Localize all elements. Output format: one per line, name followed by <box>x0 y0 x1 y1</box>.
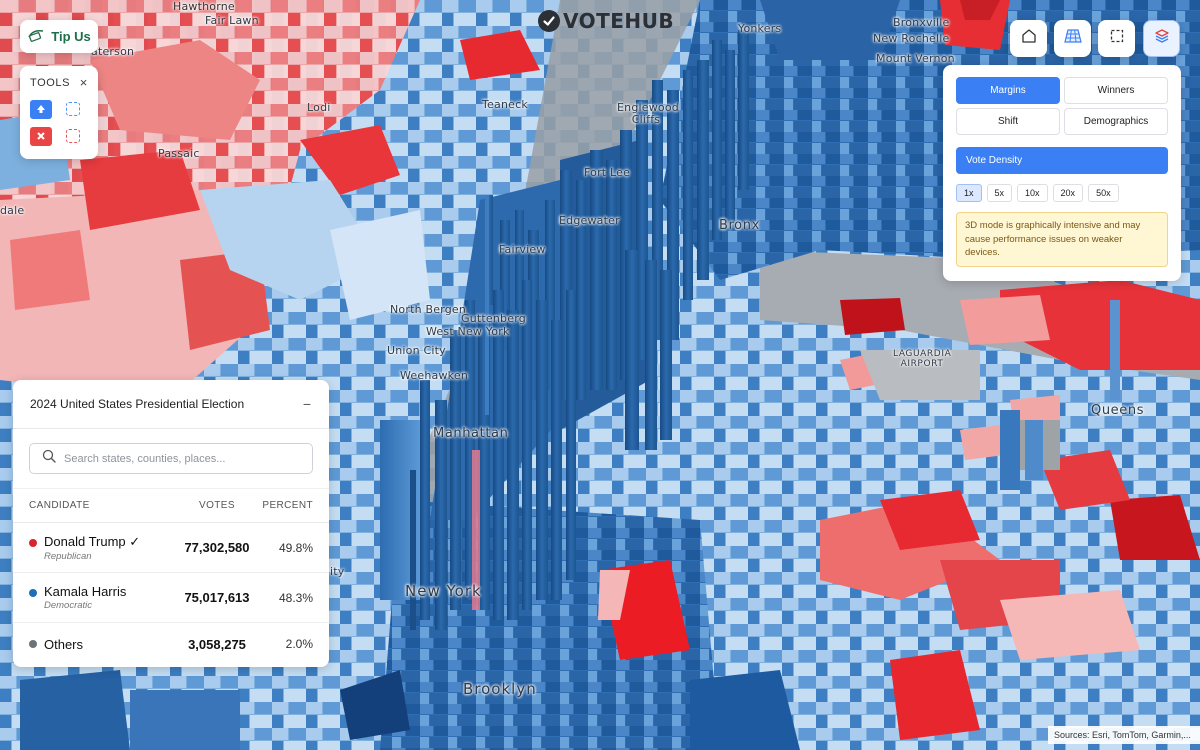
table-row[interactable]: Kamala Harris Democratic 75,017,613 48.3… <box>13 573 329 623</box>
mode-winners-button[interactable]: Winners <box>1064 77 1168 104</box>
election-results-panel: 2024 United States Presidential Election… <box>13 380 329 667</box>
vote-percent: 2.0% <box>285 637 313 651</box>
money-icon <box>27 28 45 45</box>
candidate-party: Republican <box>44 550 92 562</box>
add-tool-button[interactable] <box>30 100 52 119</box>
remove-tool-button[interactable] <box>30 127 52 146</box>
home-icon <box>1021 28 1037 49</box>
candidate-party: Democratic <box>44 600 93 611</box>
close-icon[interactable]: × <box>79 75 88 90</box>
table-row[interactable]: Donald Trump ✓ Republican 77,302,580 49.… <box>13 523 329 573</box>
col-votes: VOTES <box>199 500 235 511</box>
layers-icon <box>1154 28 1170 49</box>
tools-title: TOOLS <box>30 76 71 89</box>
multiplier-1x[interactable]: 1x <box>956 184 982 202</box>
density-multiplier-group: 1x 5x 10x 20x 50x <box>956 184 1168 202</box>
party-color-dot <box>29 640 37 648</box>
mode-shift-button[interactable]: Shift <box>956 108 1060 135</box>
candidate-name: Donald Trump ✓ <box>44 533 141 549</box>
map-label-fair-lawn: Fair Lawn <box>205 14 259 27</box>
search-icon <box>42 449 56 468</box>
party-color-dot <box>29 538 37 547</box>
map-label-queens: Queens <box>1091 403 1145 418</box>
collapse-button[interactable]: − <box>302 396 311 412</box>
map-label-laguardia: LAGUARDIA AIRPORT <box>893 349 952 369</box>
multiplier-50x[interactable]: 50x <box>1088 184 1119 202</box>
col-percent: PERCENT <box>262 500 313 511</box>
tip-us-label: Tip Us <box>51 29 91 44</box>
vote-percent: 48.3% <box>278 590 313 605</box>
select-remove-tool[interactable] <box>66 129 80 143</box>
checkmark-icon <box>538 10 560 32</box>
map-label-bronx: Bronx <box>719 218 760 233</box>
mode-margins-button[interactable]: Margins <box>956 77 1060 104</box>
map-label-hawthorne: Hawthorne <box>173 0 235 13</box>
map-label-west-new-york: West New York <box>426 325 510 338</box>
col-candidate: CANDIDATE <box>29 500 90 511</box>
map-label-guttenberg: Guttenberg <box>461 312 526 325</box>
select-area-button[interactable] <box>1098 20 1135 57</box>
map-label-teaneck: Teaneck <box>482 98 528 111</box>
multiplier-20x[interactable]: 20x <box>1052 184 1084 202</box>
logo-text: VOTEHUB <box>563 9 675 33</box>
multiplier-5x[interactable]: 5x <box>986 184 1013 202</box>
table-row[interactable]: Others 3,058,275 2.0% <box>13 623 329 665</box>
map-mode-selector: Margins Winners Shift Demographics <box>956 77 1168 135</box>
map-label-paterson: aterson <box>91 45 135 58</box>
map-label-weehawken: Weehawken <box>400 369 468 382</box>
map-label-union-city: Union City <box>387 344 446 357</box>
map-label-bronxville: Bronxville <box>893 16 950 29</box>
map-label-manhattan: Manhattan <box>433 426 509 441</box>
map-label-brooklyn: Brooklyn <box>463 680 537 698</box>
map-label-new-rochelle: New Rochelle <box>873 32 950 45</box>
tip-us-button[interactable]: Tip Us <box>20 20 98 53</box>
vote-count: 77,302,580 <box>184 540 250 555</box>
map-label-lodi: Lodi <box>307 101 331 114</box>
select-add-tool[interactable] <box>66 102 80 116</box>
map-label-north-bergen: North Bergen <box>390 303 467 316</box>
vote-density-toggle[interactable]: Vote Density <box>956 147 1168 174</box>
vote-percent: 49.8% <box>278 540 313 555</box>
party-color-dot <box>29 589 37 597</box>
select-area-icon <box>1110 29 1124 48</box>
map-label-yonkers: Yonkers <box>738 22 782 35</box>
map-label-passaic: Passaic <box>158 147 200 160</box>
home-button[interactable] <box>1010 20 1047 57</box>
map-label-ity: ity <box>330 565 345 578</box>
results-table-header: CANDIDATE VOTES PERCENT <box>13 488 329 523</box>
map-label-new-york: New York <box>405 582 482 600</box>
votehub-logo[interactable]: VOTEHUB <box>538 9 674 33</box>
vote-count: 75,017,613 <box>184 590 250 605</box>
map-label-edgewater: Edgewater <box>559 214 620 227</box>
map-label-mount-vernon: Mount Vernon <box>876 52 955 65</box>
performance-warning: 3D mode is graphically intensive and may… <box>956 212 1168 267</box>
arrow-up-icon <box>36 101 46 119</box>
map-attribution[interactable]: Sources: Esri, TomTom, Garmin,... <box>1048 726 1200 744</box>
layers-button[interactable] <box>1143 20 1180 57</box>
vote-count: 3,058,275 <box>188 636 246 652</box>
map-label-fort-lee: Fort Lee <box>584 166 631 179</box>
election-title: 2024 United States Presidential Election <box>30 397 245 411</box>
mode-demographics-button[interactable]: Demographics <box>1064 108 1168 135</box>
search-input[interactable] <box>64 452 304 465</box>
layer-options-panel: Margins Winners Shift Demographics Vote … <box>943 65 1181 281</box>
candidate-name: Others <box>44 636 84 652</box>
multiplier-10x[interactable]: 10x <box>1017 184 1048 202</box>
map-label-englewood-cliffs: Englewood Cliffs <box>617 101 679 126</box>
tools-panel: TOOLS × <box>20 66 98 159</box>
remove-icon <box>36 128 46 146</box>
search-box <box>29 443 313 474</box>
candidate-name: Kamala Harris <box>44 584 127 599</box>
3d-view-button[interactable] <box>1054 20 1091 57</box>
map-label-dale: dale <box>0 204 25 217</box>
map-label-fairview: Fairview <box>499 243 546 256</box>
3d-grid-icon <box>1063 28 1082 49</box>
